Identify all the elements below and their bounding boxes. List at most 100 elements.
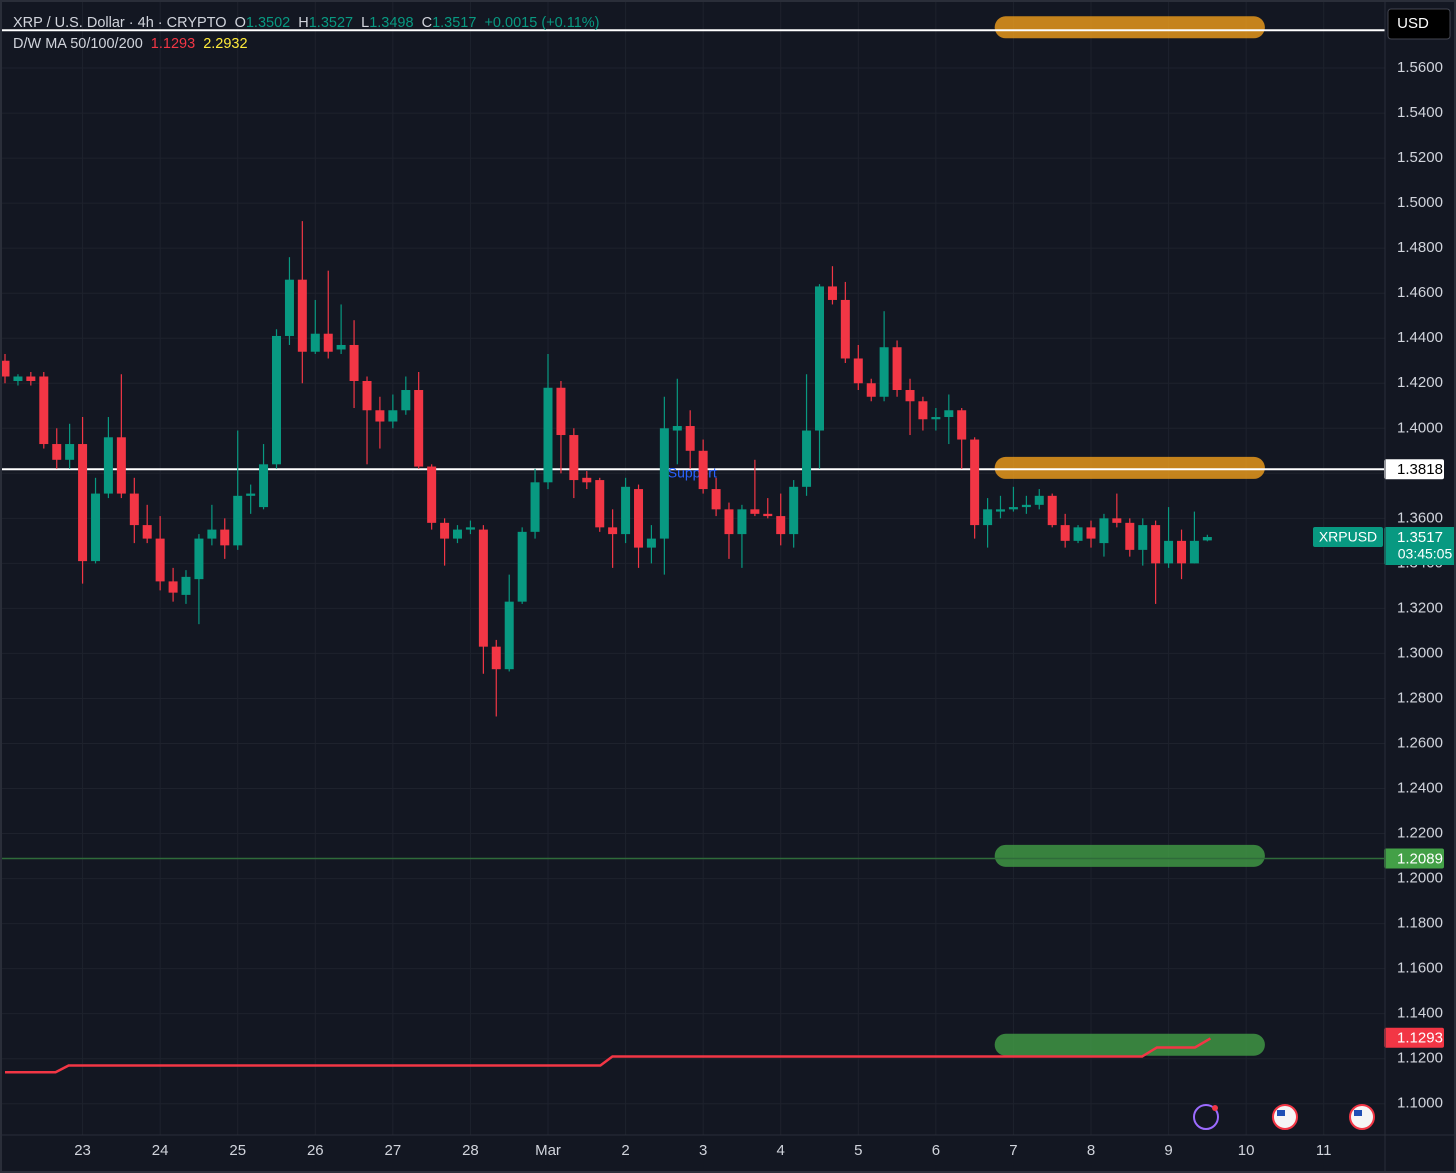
candle-body[interactable] <box>711 489 721 510</box>
candle-body[interactable] <box>414 390 424 467</box>
candle-body[interactable] <box>297 279 307 352</box>
candle-body[interactable] <box>129 493 139 526</box>
candle-body[interactable] <box>853 358 863 384</box>
candle-body[interactable] <box>672 426 682 431</box>
candle-body[interactable] <box>983 509 993 526</box>
candle-body[interactable] <box>323 333 333 352</box>
candle-body[interactable] <box>310 333 320 352</box>
candle-body[interactable] <box>957 410 967 440</box>
candle-body[interactable] <box>1164 540 1174 564</box>
candle-body[interactable] <box>465 527 475 530</box>
candle-body[interactable] <box>491 646 501 670</box>
candle-body[interactable] <box>1138 525 1148 550</box>
candle-body[interactable] <box>440 522 450 539</box>
candle-body[interactable] <box>362 381 372 411</box>
candle-body[interactable] <box>284 279 294 336</box>
candle-body[interactable] <box>1047 495 1057 526</box>
candle-body[interactable] <box>944 410 954 418</box>
candle-body[interactable] <box>892 347 902 391</box>
candle-body[interactable] <box>750 509 760 514</box>
currency-box[interactable] <box>1387 8 1451 40</box>
candle-body[interactable] <box>142 525 152 539</box>
candle-body[interactable] <box>103 437 113 494</box>
candle-body[interactable] <box>1021 504 1031 508</box>
candle-body[interactable] <box>737 509 747 535</box>
candle-body[interactable] <box>659 428 669 539</box>
candle-body[interactable] <box>815 286 825 431</box>
candle-body[interactable] <box>26 376 36 381</box>
candle-body[interactable] <box>827 286 837 300</box>
candle-body[interactable] <box>879 347 889 397</box>
candle-body[interactable] <box>530 482 540 532</box>
candle-body[interactable] <box>0 360 10 377</box>
candle-body[interactable] <box>336 344 346 350</box>
candle-body[interactable] <box>866 383 876 397</box>
candle-body[interactable] <box>1125 522 1135 550</box>
candle-body[interactable] <box>401 390 411 411</box>
candle-body[interactable] <box>595 480 605 528</box>
candle-body[interactable] <box>1189 540 1199 564</box>
candle-body[interactable] <box>763 513 773 517</box>
candle-body[interactable] <box>259 464 269 508</box>
candle-body[interactable] <box>478 529 488 647</box>
candle-body[interactable] <box>802 430 812 487</box>
candle-body[interactable] <box>220 529 230 546</box>
candle-body[interactable] <box>91 493 101 562</box>
candle-body[interactable] <box>1112 518 1122 523</box>
candle-body[interactable] <box>1099 518 1109 544</box>
candle-body[interactable] <box>233 495 243 546</box>
candle-body[interactable] <box>181 576 191 595</box>
candle-body[interactable] <box>52 444 62 460</box>
candle-body[interactable] <box>1008 507 1018 510</box>
candle-body[interactable] <box>375 410 385 422</box>
candle-body[interactable] <box>634 489 644 548</box>
candle-body[interactable] <box>1086 527 1096 539</box>
candle-body[interactable] <box>1034 495 1044 505</box>
icon-assistant[interactable] <box>1193 1104 1219 1130</box>
candle-body[interactable] <box>504 601 514 670</box>
candle-body[interactable] <box>116 437 126 494</box>
candle-body[interactable] <box>1073 527 1083 541</box>
currency[interactable]: USD <box>1397 15 1429 32</box>
candle-body[interactable] <box>569 435 579 481</box>
candle-body[interactable] <box>78 444 88 562</box>
candle-body[interactable] <box>1202 537 1212 541</box>
candle-body[interactable] <box>931 417 941 420</box>
candle-body[interactable] <box>543 387 553 483</box>
candle-body[interactable] <box>39 376 49 445</box>
icon-flag-us[interactable] <box>1272 1104 1298 1130</box>
candle-body[interactable] <box>905 390 915 402</box>
candle-body[interactable] <box>724 509 734 535</box>
candle-body[interactable] <box>776 516 786 535</box>
candle-body[interactable] <box>995 509 1005 512</box>
candle-body[interactable] <box>556 387 566 436</box>
candle-body[interactable] <box>427 466 437 523</box>
candle-body[interactable] <box>1151 525 1161 564</box>
candle-body[interactable] <box>155 538 165 582</box>
candle-body[interactable] <box>685 426 695 451</box>
candle-body[interactable] <box>918 401 928 420</box>
candle-body[interactable] <box>272 335 282 465</box>
candle-body[interactable] <box>517 531 527 602</box>
candle-body[interactable] <box>168 581 178 593</box>
indicator-legend[interactable]: D/W MA 50/100/200 1.1293 2.2932 <box>13 36 252 52</box>
candle-body[interactable] <box>349 344 359 381</box>
candle-body[interactable] <box>388 410 398 422</box>
candle-body[interactable] <box>246 493 256 496</box>
candle-body[interactable] <box>646 538 656 548</box>
candle-body[interactable] <box>789 486 799 535</box>
candle-body[interactable] <box>970 439 980 526</box>
candle-body[interactable] <box>698 450 708 490</box>
candle-body[interactable] <box>207 529 217 539</box>
candle-body[interactable] <box>13 376 23 381</box>
candle-body[interactable] <box>608 527 618 535</box>
icon-flag-us[interactable] <box>1349 1104 1375 1130</box>
candle-body[interactable] <box>621 486 631 535</box>
candle-body[interactable] <box>1177 540 1187 564</box>
candle-body[interactable] <box>194 538 204 580</box>
candle-body[interactable] <box>452 529 462 539</box>
candle-body[interactable] <box>1060 525 1070 541</box>
candle-body[interactable] <box>840 299 850 359</box>
candle-body[interactable] <box>65 444 75 460</box>
candle-body[interactable] <box>582 477 592 483</box>
